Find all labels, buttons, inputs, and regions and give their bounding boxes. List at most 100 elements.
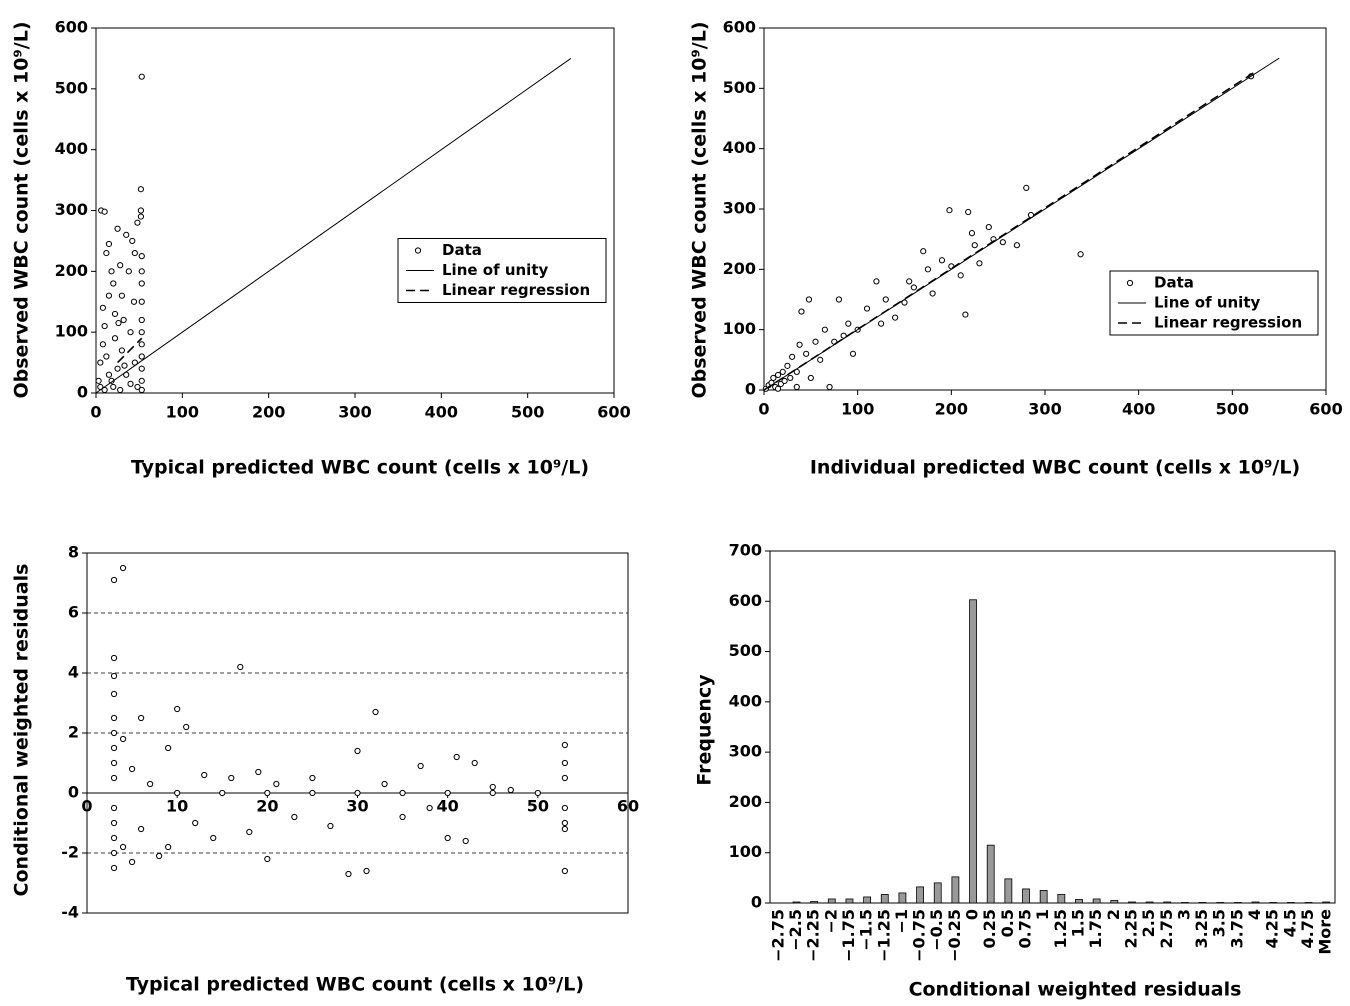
- data-point: [787, 374, 794, 382]
- bar: [1039, 890, 1048, 904]
- data-point: [561, 774, 568, 782]
- data-point: [130, 298, 138, 305]
- y-tick-label: 400: [729, 691, 762, 710]
- data-point: [399, 813, 406, 821]
- data-point: [115, 319, 122, 327]
- data-point: [999, 239, 1006, 246]
- x-tick-label: 10: [166, 797, 188, 816]
- bar: [1128, 901, 1136, 904]
- data-point: [101, 208, 108, 215]
- data-point: [110, 714, 118, 722]
- y-tick-label: 500: [729, 641, 762, 660]
- data-point: [110, 729, 118, 737]
- data-point: [354, 747, 361, 755]
- data-point: [789, 353, 796, 360]
- data-point: [793, 383, 800, 391]
- x-tick-label: 1.25: [1051, 909, 1070, 948]
- x-tick-label: 400: [425, 403, 458, 422]
- data-point: [192, 819, 199, 827]
- bar: [986, 844, 995, 904]
- data-point: [125, 268, 132, 275]
- data-point: [774, 385, 782, 392]
- data-point: [489, 783, 496, 791]
- legend-label: Linear regression: [1154, 314, 1302, 332]
- data-point: [309, 789, 316, 797]
- data-point: [103, 353, 110, 360]
- plot-frame: [769, 550, 1336, 904]
- data-point: [110, 280, 117, 287]
- data-point: [138, 341, 145, 348]
- data-point: [138, 329, 145, 336]
- bar: [1269, 902, 1278, 904]
- data-point: [929, 290, 936, 297]
- data-point: [123, 231, 130, 238]
- x-tick-label: 1.75: [1086, 909, 1105, 948]
- data-point: [138, 316, 145, 324]
- data-point: [471, 759, 478, 767]
- data-point: [138, 280, 145, 287]
- x-tick-label: 300: [1028, 400, 1061, 419]
- y-tick-label: 700: [729, 541, 762, 560]
- data-point: [219, 789, 226, 797]
- data-point: [534, 789, 541, 797]
- x-tick-label: 500: [1216, 400, 1249, 419]
- data-point: [803, 350, 810, 357]
- bar: [1004, 878, 1013, 904]
- y-tick-label: 200: [723, 259, 756, 278]
- y-tick-label: 600: [723, 18, 756, 37]
- x-tick-label: −2.25: [804, 909, 823, 962]
- data-point: [174, 789, 181, 797]
- data-point: [105, 371, 113, 378]
- bar: [1322, 901, 1331, 904]
- data-point: [381, 780, 388, 788]
- data-point: [968, 230, 976, 237]
- data-point: [798, 308, 805, 315]
- data-point: [101, 322, 108, 330]
- data-point: [453, 753, 460, 761]
- data-point: [127, 380, 134, 387]
- data-point: [246, 828, 253, 836]
- y-axis-title: Observed WBC count (cells x 10⁹/L): [11, 21, 33, 398]
- data-point: [128, 858, 136, 866]
- bar: [1216, 902, 1225, 904]
- data-point: [97, 359, 104, 366]
- y-tick-label: 8: [68, 543, 79, 562]
- data-point: [426, 804, 433, 812]
- x-tick-label: 3: [1174, 909, 1193, 920]
- bar: [1251, 901, 1260, 904]
- y-axis-title: Frequency: [694, 674, 716, 786]
- legend-label: Linear regression: [442, 281, 590, 299]
- data-point: [110, 819, 118, 827]
- data-point: [129, 237, 136, 245]
- bar: [951, 876, 960, 904]
- legend-marker: [1126, 279, 1134, 287]
- data-point: [985, 224, 992, 231]
- y-tick-label: 0: [68, 783, 79, 802]
- x-axis-title: Individual predicted WBC count (cells x …: [810, 457, 1300, 479]
- data-point: [770, 374, 777, 382]
- data-point: [817, 356, 824, 363]
- bar: [1075, 899, 1083, 904]
- bar: [898, 892, 907, 904]
- data-point: [255, 768, 262, 776]
- x-tick-label: −2.75: [768, 909, 787, 962]
- data-point: [882, 296, 889, 303]
- data-point: [118, 347, 126, 354]
- data-point: [938, 257, 946, 264]
- data-point: [201, 771, 208, 779]
- data-point: [812, 338, 819, 345]
- y-tick-label: -4: [61, 903, 79, 922]
- x-tick-label: 0: [758, 400, 769, 419]
- x-tick-label: 300: [338, 403, 371, 422]
- data-point: [156, 852, 163, 860]
- data-point: [781, 377, 788, 385]
- data-point: [489, 789, 496, 797]
- x-tick-label: −1.75: [839, 909, 858, 962]
- data-point: [110, 576, 118, 584]
- data-point: [117, 386, 124, 394]
- data-point: [137, 186, 144, 193]
- y-axis-title: Conditional weighted residuals: [11, 564, 33, 897]
- data-point: [327, 822, 334, 830]
- data-point: [561, 819, 568, 827]
- x-tick-label: 0.5: [998, 909, 1017, 937]
